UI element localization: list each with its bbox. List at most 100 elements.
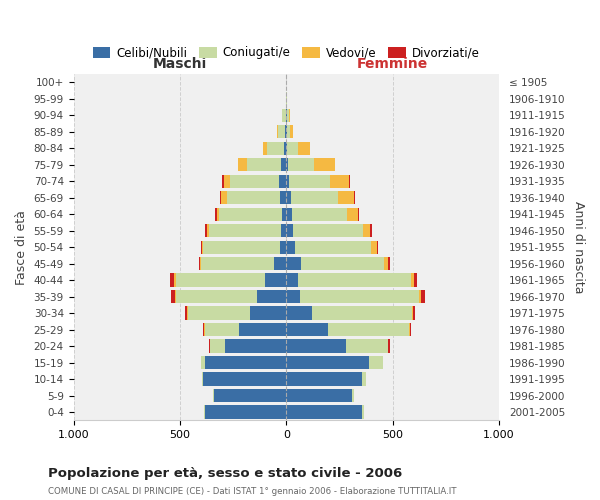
Bar bbox=[221, 191, 227, 204]
Bar bbox=[285, 125, 286, 138]
Bar bbox=[412, 306, 413, 320]
Bar bbox=[176, 290, 257, 303]
Bar bbox=[286, 372, 362, 386]
Bar bbox=[280, 191, 286, 204]
Bar bbox=[282, 108, 283, 122]
Bar bbox=[413, 306, 415, 320]
Bar bbox=[284, 142, 286, 155]
Bar bbox=[281, 158, 286, 171]
Bar bbox=[220, 191, 221, 204]
Bar bbox=[290, 191, 338, 204]
Bar bbox=[205, 356, 286, 369]
Bar bbox=[363, 224, 370, 237]
Bar bbox=[170, 274, 173, 286]
Bar bbox=[349, 174, 350, 188]
Bar bbox=[287, 108, 289, 122]
Bar bbox=[239, 323, 286, 336]
Bar bbox=[286, 323, 328, 336]
Bar bbox=[377, 240, 379, 254]
Bar bbox=[227, 191, 280, 204]
Bar bbox=[314, 158, 335, 171]
Legend: Celibi/Nubili, Coniugati/e, Vedovi/e, Divorziati/e: Celibi/Nubili, Coniugati/e, Vedovi/e, Di… bbox=[88, 42, 485, 64]
Bar bbox=[287, 142, 298, 155]
Bar bbox=[205, 224, 206, 237]
Bar bbox=[201, 356, 205, 369]
Bar bbox=[224, 174, 230, 188]
Bar bbox=[209, 224, 281, 237]
Bar bbox=[206, 224, 209, 237]
Bar bbox=[172, 290, 175, 303]
Text: COMUNE DI CASAL DI PRINCIPE (CE) - Dati ISTAT 1° gennaio 2006 - Elaborazione TUT: COMUNE DI CASAL DI PRINCIPE (CE) - Dati … bbox=[48, 488, 457, 496]
Bar bbox=[287, 125, 290, 138]
Bar bbox=[295, 240, 371, 254]
Bar bbox=[199, 257, 200, 270]
Bar bbox=[362, 372, 366, 386]
Bar bbox=[388, 340, 389, 352]
Bar bbox=[188, 306, 250, 320]
Text: Maschi: Maschi bbox=[153, 56, 207, 70]
Bar bbox=[203, 323, 205, 336]
Bar bbox=[185, 306, 187, 320]
Bar bbox=[263, 142, 267, 155]
Bar bbox=[217, 208, 219, 220]
Bar bbox=[384, 257, 388, 270]
Bar bbox=[286, 306, 312, 320]
Bar bbox=[175, 290, 176, 303]
Bar bbox=[346, 340, 388, 352]
Y-axis label: Fasce di età: Fasce di età bbox=[15, 210, 28, 284]
Bar bbox=[388, 257, 390, 270]
Bar bbox=[210, 340, 224, 352]
Bar bbox=[187, 306, 188, 320]
Bar bbox=[214, 389, 286, 402]
Bar bbox=[201, 240, 202, 254]
Bar bbox=[286, 240, 295, 254]
Bar bbox=[200, 257, 201, 270]
Bar bbox=[369, 356, 383, 369]
Bar bbox=[293, 224, 363, 237]
Bar bbox=[202, 372, 203, 386]
Bar bbox=[257, 290, 286, 303]
Bar bbox=[286, 191, 290, 204]
Bar bbox=[224, 340, 286, 352]
Bar bbox=[286, 224, 293, 237]
Bar bbox=[330, 174, 349, 188]
Text: Femmine: Femmine bbox=[357, 56, 428, 70]
Bar bbox=[286, 125, 287, 138]
Bar bbox=[289, 174, 330, 188]
Bar bbox=[286, 356, 369, 369]
Bar bbox=[358, 208, 359, 220]
Bar bbox=[300, 290, 419, 303]
Text: Popolazione per età, sesso e stato civile - 2006: Popolazione per età, sesso e stato civil… bbox=[48, 468, 402, 480]
Bar bbox=[352, 389, 355, 402]
Bar bbox=[215, 208, 217, 220]
Bar bbox=[250, 306, 286, 320]
Bar bbox=[338, 191, 355, 204]
Bar bbox=[298, 142, 310, 155]
Bar bbox=[286, 406, 362, 418]
Bar bbox=[203, 372, 286, 386]
Bar bbox=[223, 174, 224, 188]
Bar bbox=[282, 208, 286, 220]
Bar bbox=[238, 158, 247, 171]
Bar bbox=[312, 306, 412, 320]
Bar bbox=[414, 274, 417, 286]
Bar bbox=[362, 406, 364, 418]
Bar bbox=[292, 208, 347, 220]
Bar bbox=[286, 142, 287, 155]
Bar bbox=[219, 208, 282, 220]
Bar bbox=[289, 158, 314, 171]
Bar bbox=[411, 274, 414, 286]
Bar bbox=[301, 257, 384, 270]
Bar bbox=[274, 257, 286, 270]
Bar bbox=[421, 290, 425, 303]
Bar bbox=[289, 108, 290, 122]
Bar bbox=[410, 323, 411, 336]
Bar bbox=[267, 142, 284, 155]
Bar bbox=[247, 158, 281, 171]
Bar bbox=[202, 240, 203, 254]
Bar bbox=[201, 257, 274, 270]
Bar bbox=[298, 274, 411, 286]
Bar bbox=[370, 224, 373, 237]
Bar bbox=[277, 125, 278, 138]
Bar bbox=[290, 125, 293, 138]
